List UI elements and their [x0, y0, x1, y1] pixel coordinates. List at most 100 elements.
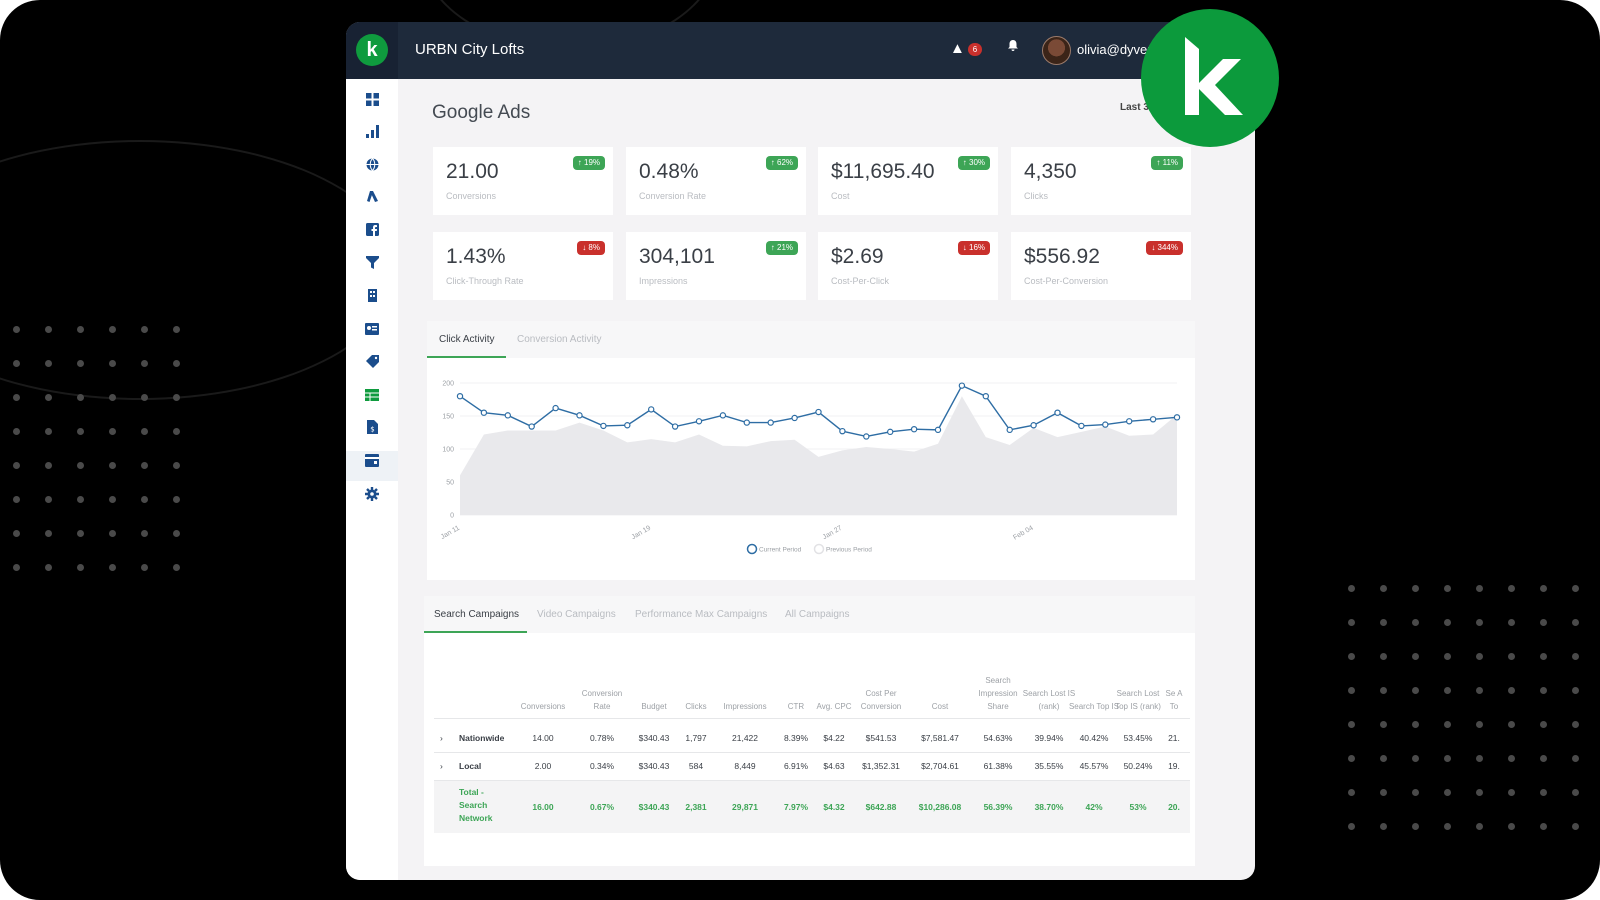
invoice-icon[interactable]: $: [363, 420, 381, 438]
user-email[interactable]: olivia@dyver: [1077, 42, 1152, 57]
column-header[interactable]: Cost Per Conversion: [860, 689, 902, 711]
table-icon[interactable]: [363, 388, 381, 406]
data-point: [934, 426, 942, 434]
decorative-dot: [1476, 619, 1483, 626]
data-point: [600, 422, 607, 430]
decorative-dot: [1572, 619, 1579, 626]
legend-current-marker: [746, 543, 758, 555]
decorative-dot: [141, 564, 148, 571]
data-point: [767, 419, 774, 426]
tab-performance-max-campaigns[interactable]: Performance Max Campaigns: [635, 609, 768, 620]
table-cell: 50.24%: [1123, 761, 1153, 771]
tab-video-campaigns[interactable]: Video Campaigns: [537, 609, 616, 620]
kpi-change-badge: ↓ 16%: [957, 241, 990, 255]
total-cell: $340.43: [638, 802, 670, 812]
kpi-card: 304,101 Impressions ↑ 21%: [626, 232, 806, 300]
table-cell: 53.45%: [1123, 733, 1153, 743]
decorative-dot: [1476, 585, 1483, 592]
total-cell: 53%: [1129, 802, 1147, 812]
decorative-dot: [141, 360, 148, 367]
decorative-dot: [141, 428, 148, 435]
decorative-dot: [109, 428, 116, 435]
kpi-label: Conversions: [446, 191, 497, 201]
campaign-name[interactable]: Nationwide: [459, 733, 505, 743]
tab-search-campaigns[interactable]: Search Campaigns: [434, 609, 520, 620]
column-header[interactable]: Budget: [641, 702, 667, 711]
data-point: [480, 409, 488, 416]
bell-icon[interactable]: [1007, 39, 1019, 55]
column-header[interactable]: Search Lost Top IS (rank): [1115, 689, 1161, 711]
date-range-selector[interactable]: Last 3: [1120, 102, 1149, 113]
activity-chart-panel: Click Activity Conversion Activity 0 50 10…: [427, 321, 1195, 580]
active-tab-underline: [427, 356, 506, 358]
kpi-label: Cost-Per-Click: [831, 276, 890, 286]
gear-icon[interactable]: [363, 487, 381, 505]
decorative-dot: [109, 462, 116, 469]
globe-icon[interactable]: [363, 158, 381, 176]
alert-count-badge: 6: [968, 43, 982, 56]
table-cell: $541.53: [865, 733, 897, 743]
y-tick-label: 200: [442, 381, 454, 388]
kpi-label: Clicks: [1024, 191, 1048, 201]
building-icon[interactable]: [363, 289, 381, 307]
kpi-card: $556.92 Cost-Per-Conversion ↓ 344%: [1011, 232, 1191, 300]
decorative-dot-grid: [13, 326, 205, 571]
column-header[interactable]: Conversion Rate: [581, 689, 623, 711]
data-point: [1102, 421, 1109, 428]
column-header[interactable]: Conversions: [520, 702, 566, 711]
app-logo[interactable]: k: [356, 34, 388, 66]
decorative-dot: [109, 360, 116, 367]
kpi-label: Conversion Rate: [639, 191, 707, 201]
decorative-dot: [1540, 789, 1547, 796]
table-cell: 584: [688, 761, 704, 771]
expand-row-chevron-icon[interactable]: ›: [440, 761, 443, 771]
column-header[interactable]: Clicks: [685, 702, 707, 711]
decorative-dot: [45, 462, 52, 469]
google-ads-icon[interactable]: [363, 190, 381, 208]
dashboard-icon[interactable]: [363, 93, 381, 111]
campaign-name[interactable]: Local: [459, 761, 482, 771]
decorative-dot: [45, 564, 52, 571]
table-divider: [434, 752, 1190, 753]
decorative-dot: [1380, 687, 1387, 694]
total-row: [434, 781, 1190, 833]
funnel-icon[interactable]: [363, 256, 381, 274]
decorative-dot: [77, 462, 84, 469]
decorative-dot: [1476, 823, 1483, 830]
column-header[interactable]: Impressions: [723, 702, 767, 711]
kpi-value: 304,101: [639, 245, 715, 268]
storefront-icon[interactable]: [363, 454, 381, 472]
column-header[interactable]: Avg. CPC: [816, 702, 852, 711]
avatar[interactable]: [1042, 36, 1071, 65]
decorative-dot: [13, 394, 20, 401]
decorative-dot: [109, 394, 116, 401]
column-header[interactable]: CTR: [787, 702, 805, 711]
table-cell: 61.38%: [983, 761, 1013, 771]
column-header[interactable]: Search Lost IS (rank): [1022, 689, 1076, 711]
chart-tabs: Click Activity Conversion Activity: [427, 321, 1195, 358]
column-header[interactable]: Search Top IS: [1068, 702, 1120, 711]
decorative-dot: [1572, 687, 1579, 694]
column-header[interactable]: Cost: [931, 702, 949, 711]
column-header[interactable]: Se A To: [1165, 689, 1183, 711]
table-cell: $4.22: [823, 733, 845, 743]
data-point: [1030, 422, 1037, 429]
tab-conversion-activity[interactable]: Conversion Activity: [517, 334, 602, 345]
facebook-icon[interactable]: [363, 223, 381, 241]
table-cell: 1,797: [685, 733, 707, 743]
decorative-dot: [1508, 687, 1515, 694]
tab-all-campaigns[interactable]: All Campaigns: [785, 609, 850, 620]
tab-click-activity[interactable]: Click Activity: [439, 334, 495, 345]
decorative-dot: [1348, 653, 1355, 660]
warning-icon[interactable]: ▲: [950, 40, 965, 57]
expand-row-chevron-icon[interactable]: ›: [440, 733, 443, 743]
decorative-dot: [141, 530, 148, 537]
decorative-dot: [1508, 823, 1515, 830]
decorative-dot: [1476, 789, 1483, 796]
bar-chart-icon[interactable]: [363, 125, 381, 143]
tag-icon[interactable]: [363, 355, 381, 373]
kpi-label: Click-Through Rate: [446, 276, 524, 286]
decorative-dot: [1380, 823, 1387, 830]
column-header[interactable]: Search Impression Share: [978, 676, 1018, 711]
contact-card-icon[interactable]: [363, 322, 381, 340]
